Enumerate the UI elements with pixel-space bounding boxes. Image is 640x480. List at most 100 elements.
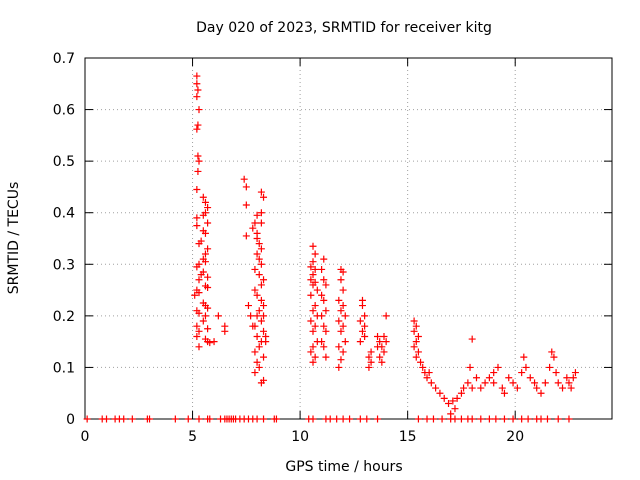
data-point — [204, 273, 212, 281]
data-point — [309, 358, 317, 366]
data-point — [251, 286, 259, 294]
data-point — [253, 415, 261, 423]
data-point — [260, 193, 268, 201]
data-point — [240, 175, 248, 183]
data-point — [457, 415, 465, 423]
data-point — [253, 312, 261, 320]
data-point — [472, 374, 480, 382]
data-point — [195, 276, 203, 284]
data-point — [464, 379, 472, 387]
data-point — [193, 214, 201, 222]
data-point — [414, 415, 422, 423]
data-point — [526, 374, 534, 382]
data-point — [320, 343, 328, 351]
data-point — [361, 332, 369, 340]
data-point — [358, 327, 366, 335]
data-point — [199, 211, 207, 219]
data-point — [543, 415, 551, 423]
data-point — [307, 348, 315, 356]
data-point — [552, 369, 560, 377]
data-point — [365, 353, 373, 361]
data-point — [307, 317, 315, 325]
data-point — [490, 379, 498, 387]
y-axis: 0 0.1 0.2 0.3 0.4 0.5 0.6 0.7 — [53, 51, 612, 428]
data-point — [438, 415, 446, 423]
data-point — [451, 405, 459, 413]
chart-title: Day 020 of 2023, SRMTID for receiver kit… — [196, 20, 492, 36]
data-point — [253, 332, 261, 340]
data-point — [412, 353, 420, 361]
data-point — [242, 183, 250, 191]
plot-frame — [84, 57, 613, 420]
data-point — [500, 389, 508, 397]
data-point — [311, 353, 319, 361]
data-point — [380, 348, 388, 356]
data-point — [550, 353, 558, 361]
data-point — [257, 296, 265, 304]
data-point — [546, 363, 554, 371]
data-point — [541, 379, 549, 387]
data-point — [320, 296, 328, 304]
data-point — [335, 317, 343, 325]
data-point — [335, 343, 343, 351]
data-point — [346, 415, 354, 423]
data-point — [307, 276, 315, 284]
data-point — [425, 369, 433, 377]
data-point — [260, 353, 268, 361]
data-point — [380, 332, 388, 340]
data-point — [255, 240, 263, 248]
y-tick-label: 0.5 — [53, 154, 75, 170]
data-point — [410, 327, 418, 335]
data-point — [419, 363, 427, 371]
data-point — [466, 363, 474, 371]
data-point — [255, 255, 263, 263]
data-point — [522, 363, 530, 371]
data-point — [318, 265, 326, 273]
data-point — [356, 338, 364, 346]
data-point — [204, 219, 212, 227]
data-point — [485, 374, 493, 382]
data-point — [378, 358, 386, 366]
data-point — [193, 322, 201, 330]
data-point — [251, 219, 259, 227]
data-point — [337, 276, 345, 284]
data-point — [311, 322, 319, 330]
data-point — [318, 312, 326, 320]
data-point — [307, 291, 315, 299]
data-point — [320, 322, 328, 330]
data-point — [382, 338, 390, 346]
data-point — [322, 281, 330, 289]
data-point — [146, 415, 154, 423]
data-points — [83, 72, 579, 423]
data-point — [253, 235, 261, 242]
data-point — [272, 415, 280, 423]
data-point — [201, 312, 209, 320]
data-point — [457, 389, 465, 397]
data-point — [128, 415, 136, 423]
data-point — [468, 415, 476, 423]
x-tick-label: 5 — [188, 429, 197, 445]
data-point — [429, 415, 437, 423]
data-point — [249, 322, 257, 330]
data-point — [432, 384, 440, 392]
data-point — [257, 260, 265, 268]
data-point — [201, 229, 209, 237]
data-point — [513, 384, 521, 392]
data-point — [194, 121, 202, 129]
data-point — [193, 93, 201, 101]
data-point — [537, 415, 545, 423]
data-point — [414, 332, 422, 340]
data-point — [451, 415, 459, 423]
data-point — [414, 348, 422, 356]
data-point — [449, 397, 457, 405]
data-point — [195, 289, 203, 297]
data-point — [210, 338, 218, 346]
data-point — [120, 415, 128, 423]
data-point — [309, 271, 317, 279]
data-point — [505, 374, 513, 382]
data-point — [251, 348, 259, 356]
data-point — [567, 384, 575, 392]
data-point — [423, 374, 431, 382]
data-point — [326, 415, 334, 423]
